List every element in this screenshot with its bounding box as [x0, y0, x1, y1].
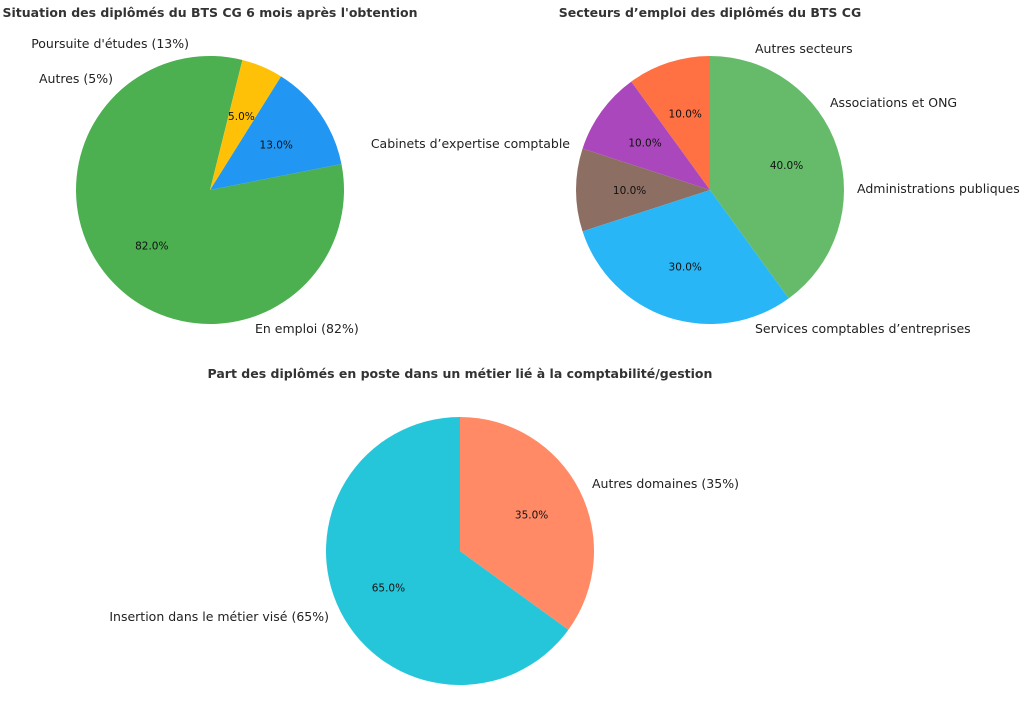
slice-percent-label: 13.0% [260, 139, 293, 151]
pie-slice [460, 417, 594, 630]
slice-category-label: Autres domaines (35%) [592, 476, 739, 491]
pie-slice [325, 417, 569, 685]
slice-category-label: Poursuite d'études (13%) [31, 36, 189, 51]
pie-slice [582, 190, 789, 324]
pie-slice [576, 148, 710, 232]
chart-title-secteurs: Secteurs d’emploi des diplômés du BTS CG [559, 5, 861, 20]
pie-slice [210, 59, 282, 191]
slice-percent-label: 10.0% [628, 138, 661, 150]
pie-slices-metier: 65.0% Insertion dans le métier visé (65%)… [109, 417, 739, 685]
slice-category-label: Administrations publiques [857, 181, 1020, 196]
pie-slice [631, 56, 710, 190]
slice-percent-label: 65.0% [372, 583, 405, 595]
slice-category-label: Autres secteurs [755, 41, 853, 56]
slice-category-label: Autres (5%) [39, 71, 113, 86]
pie-chart-secteurs: Secteurs d’emploi des diplômés du BTS CG… [371, 5, 1020, 336]
pie-chart-metier: Part des diplômés en poste dans un métie… [109, 366, 739, 685]
pie-slice [710, 55, 844, 299]
slice-category-label: Associations et ONG [830, 95, 957, 110]
slice-percent-label: 10.0% [613, 185, 646, 197]
slice-category-label: Insertion dans le métier visé (65%) [109, 609, 329, 624]
pie-slice [76, 55, 345, 324]
chart-title-situation: Situation des diplômés du BTS CG 6 mois … [3, 5, 418, 20]
slice-category-label: En emploi (82%) [255, 321, 359, 336]
pie-slice [210, 76, 342, 190]
slice-percent-label: 82.0% [135, 240, 168, 252]
chart-title-metier: Part des diplômés en poste dans un métie… [208, 366, 713, 381]
pie-slice [582, 81, 710, 190]
slice-percent-label: 10.0% [669, 109, 702, 121]
slice-category-label: Services comptables d’entreprises [755, 321, 971, 336]
pie-slices-situation: 82.0% En emploi (82%) 13.0% Poursuite d'étu… [31, 36, 359, 336]
slice-percent-label: 5.0% [228, 111, 255, 123]
pie-chart-situation: Situation des diplômés du BTS CG 6 mois … [3, 5, 418, 336]
slice-percent-label: 40.0% [770, 160, 803, 172]
slice-category-label: Cabinets d’expertise comptable [371, 136, 570, 151]
slice-percent-label: 30.0% [669, 262, 702, 274]
pie-slices-secteurs: 10.0% Autres secteurs 10.0% Associations et… [371, 41, 1020, 336]
slice-percent-label: 35.0% [515, 510, 548, 522]
